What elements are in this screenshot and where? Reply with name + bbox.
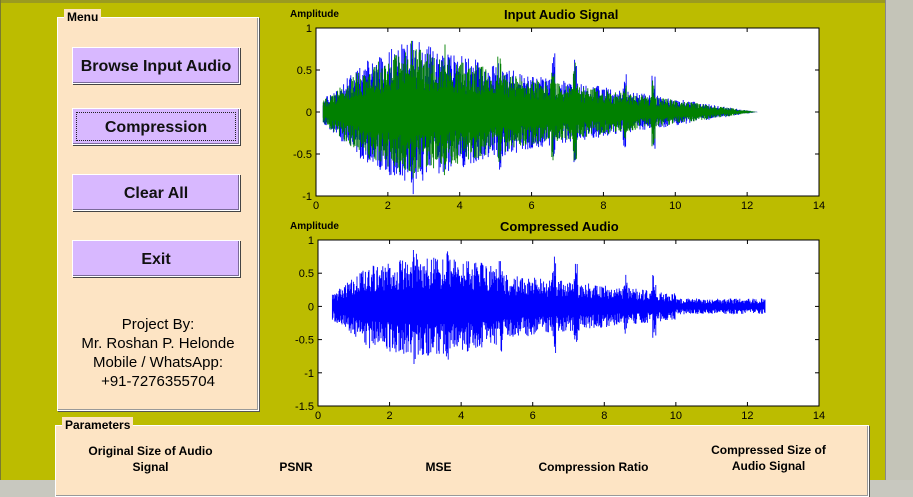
compressed-plot-ytick-label-0.5: 0.5 bbox=[299, 268, 314, 280]
menu-panel: Menu Browse Input Audio Compression Clea… bbox=[57, 9, 259, 411]
input-plot-xtick-label-6: 6 bbox=[529, 200, 535, 212]
compressed-plot-xtick-label-6: 6 bbox=[530, 410, 536, 422]
compressed-plot-ytick-label--1: -1 bbox=[304, 368, 314, 380]
credit-author: Mr. Roshan P. Helonde bbox=[81, 335, 235, 352]
compressed-signal-plot: 0 2 4 6 8 10 12 14 1 0.5 0 -0.5 -1 -1.5 bbox=[295, 235, 825, 422]
compressed-plot-title: Compressed Audio bbox=[500, 219, 619, 234]
compressed-plot-ytick-label--0.5: -0.5 bbox=[295, 335, 314, 347]
param-original-size-label: Original Size of Audio Signal bbox=[88, 444, 213, 474]
menu-panel-title: Menu bbox=[64, 9, 102, 25]
compressed-plot-xtick-label-0: 0 bbox=[315, 410, 321, 422]
input-plot-ytick-label-0.5: 0.5 bbox=[297, 65, 312, 77]
compressed-plot-xtick-label-12: 12 bbox=[741, 410, 753, 422]
param-mse-label: MSE bbox=[425, 460, 452, 474]
compressed-plot-series-1 bbox=[331, 250, 766, 364]
input-plot-xtick-label-10: 10 bbox=[669, 200, 681, 212]
parameters-panel-title: Parameters bbox=[62, 417, 134, 433]
exit-button[interactable]: Exit bbox=[72, 240, 240, 277]
window-right-edge bbox=[885, 0, 913, 480]
input-plot-ytick-label--0.5: -0.5 bbox=[293, 149, 312, 161]
param-compression-ratio-label: Compression Ratio bbox=[538, 460, 649, 474]
compressed-plot-xtick-label-2: 2 bbox=[387, 410, 393, 422]
param-compressed-size-label: Compressed Size of Audio Signal bbox=[711, 443, 826, 473]
input-plot-xtick-label-8: 8 bbox=[600, 200, 606, 212]
input-plot-ylabel: Amplitude bbox=[290, 9, 339, 20]
param-psnr-label: PSNR bbox=[279, 460, 313, 474]
compressed-plot-ytick-label--1.5: -1.5 bbox=[295, 401, 314, 413]
input-plot-series-2 bbox=[322, 40, 758, 178]
input-plot-xtick-label-0: 0 bbox=[313, 200, 319, 212]
window-top-edge bbox=[1, 0, 913, 3]
compressed-plot-ylabel: Amplitude bbox=[290, 221, 339, 232]
browse-input-audio-button[interactable]: Browse Input Audio bbox=[72, 47, 240, 84]
compressed-plot-xtick-label-14: 14 bbox=[813, 410, 825, 422]
input-plot-xtick-label-14: 14 bbox=[813, 200, 825, 212]
compressed-plot-xtick-label-8: 8 bbox=[601, 410, 607, 422]
input-plot-xtick-label-12: 12 bbox=[741, 200, 753, 212]
compressed-plot-xtick-label-10: 10 bbox=[670, 410, 682, 422]
compressed-plot-ytick-label-1: 1 bbox=[308, 235, 314, 247]
input-plot-title: Input Audio Signal bbox=[504, 7, 619, 22]
clear-all-button[interactable]: Clear All bbox=[72, 174, 240, 211]
input-signal-plot: 0 2 4 6 8 10 12 14 1 0.5 0 -0.5 -1 bbox=[293, 23, 825, 212]
credit-phone: +91-7276355704 bbox=[101, 373, 215, 390]
input-plot-ytick-label--1: -1 bbox=[302, 191, 312, 203]
input-plot-xtick-label-4: 4 bbox=[457, 200, 463, 212]
credit-contact-label: Mobile / WhatsApp: bbox=[92, 354, 224, 371]
input-plot-ytick-label-1: 1 bbox=[306, 23, 312, 35]
compressed-plot-ytick-label-0: 0 bbox=[308, 301, 314, 313]
compressed-plot-xtick-label-4: 4 bbox=[458, 410, 464, 422]
input-plot-ytick-label-0: 0 bbox=[306, 107, 312, 119]
compression-button[interactable]: Compression bbox=[72, 108, 240, 145]
credit-project-by: Project By: bbox=[121, 316, 195, 333]
input-plot-xtick-label-2: 2 bbox=[385, 200, 391, 212]
